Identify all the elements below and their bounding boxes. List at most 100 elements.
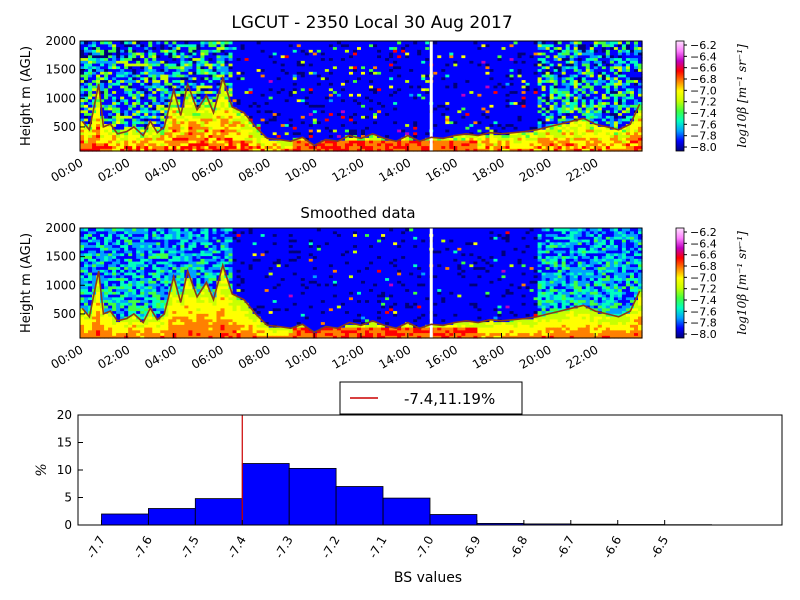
heatmap-cell (288, 60, 294, 64)
heatmap-cell (136, 54, 141, 59)
heatmap-cell (236, 145, 242, 149)
heatmap-cell (136, 57, 141, 61)
heatmap-cell (272, 85, 278, 89)
heatmap-cell (224, 71, 230, 75)
heatmap-cell (308, 87, 314, 92)
heatmap-cell (260, 43, 266, 48)
heatmap-cell (92, 137, 97, 141)
heatmap-cell (288, 93, 294, 97)
heatmap-cell (248, 145, 254, 149)
heatmap-cell (100, 107, 105, 111)
heatmap-cell (256, 85, 262, 89)
heatmap-cell (120, 137, 125, 141)
heatmap-cell (324, 46, 330, 50)
heatmap-cell (284, 74, 290, 78)
heatmap-cell (348, 46, 354, 50)
heatmap-cell (244, 52, 250, 56)
heatmap-cell (340, 96, 346, 100)
heatmap-cell (236, 43, 242, 48)
heatmap-cell (136, 131, 141, 136)
heatmap-cell (260, 126, 266, 130)
heatmap-cell (156, 101, 161, 105)
heatmap-cell (240, 85, 246, 89)
heatmap-cell (284, 46, 290, 50)
heatmap-cell (557, 41, 563, 45)
heatmap-cell (356, 137, 362, 141)
heatmap-cell (172, 65, 177, 70)
heatmap-cell (236, 74, 242, 78)
heatmap-cell (272, 145, 278, 149)
heatmap-cell (224, 148, 230, 152)
heatmap-cell (200, 82, 206, 86)
heatmap-cell (252, 85, 258, 89)
heatmap-cell (232, 65, 238, 70)
heatmap-cell (236, 79, 242, 83)
heatmap-cell (284, 82, 290, 86)
heatmap-cell (120, 145, 125, 149)
heatmap-cell (316, 148, 322, 152)
heatmap-cell (352, 41, 358, 45)
heatmap-cell (216, 79, 222, 83)
heatmap-cell (232, 68, 238, 72)
heatmap-cell (168, 71, 173, 75)
heatmap-cell (156, 43, 161, 48)
heatmap-cell (320, 118, 326, 122)
heatmap-cell (136, 126, 141, 130)
heatmap-cell (176, 101, 181, 105)
heatmap-cell (272, 74, 278, 78)
heatmap-cell (320, 148, 326, 152)
heatmap-cell (204, 57, 210, 61)
heatmap-cell (244, 68, 250, 72)
heatmap-cell (328, 134, 334, 138)
heatmap-cell (224, 107, 230, 111)
heatmap-cell (236, 112, 242, 116)
heatmap-cell (244, 131, 250, 136)
heatmap-cell (200, 85, 206, 89)
heatmap-cell (276, 57, 282, 61)
heatmap-cell (308, 93, 314, 97)
heatmap-cell (192, 118, 198, 122)
heatmap-cell (164, 134, 169, 138)
heatmap-cell (296, 109, 302, 114)
heatmap-cell (340, 112, 346, 116)
heatmap-cell (196, 134, 202, 138)
heatmap-cell (104, 134, 109, 138)
heatmap-cell (96, 74, 101, 78)
heatmap-cell (104, 129, 109, 133)
heatmap-cell (124, 109, 129, 114)
heatmap-cell (244, 71, 250, 75)
heatmap-cell (200, 142, 206, 147)
heatmap-cell (340, 52, 346, 56)
heatmap-cell (260, 98, 266, 103)
heatmap-cell (324, 142, 330, 147)
heatmap-cell (164, 49, 169, 53)
heatmap-cell (140, 118, 145, 122)
heatmap-cell (212, 90, 218, 94)
heatmap-cell (220, 129, 226, 133)
heatmap-cell (128, 123, 133, 127)
heatmap-cell (100, 134, 105, 138)
heatmap-cell (84, 112, 89, 116)
heatmap-cell (120, 98, 125, 103)
heatmap-cell (216, 112, 222, 116)
heatmap-cell (300, 137, 306, 141)
heatmap-cell (84, 85, 89, 89)
heatmap-cell (244, 76, 250, 81)
heatmap-cell (80, 98, 85, 103)
heatmap-cell (112, 137, 117, 141)
heatmap-cell (92, 52, 97, 56)
heatmap-cell (300, 148, 306, 152)
heatmap-cell (204, 120, 210, 125)
heatmap-cell (292, 57, 298, 61)
heatmap-cell (196, 52, 202, 56)
heatmap-cell (260, 134, 266, 138)
heatmap-cell (100, 140, 105, 144)
heatmap-cell (248, 131, 254, 136)
heatmap-cell (276, 60, 282, 64)
heatmap-cell (108, 63, 113, 67)
heatmap-cell (240, 98, 246, 103)
heatmap-cell (268, 63, 274, 67)
heatmap-cell (148, 54, 153, 59)
heatmap-cell (296, 115, 302, 119)
heatmap-cell (120, 52, 125, 56)
